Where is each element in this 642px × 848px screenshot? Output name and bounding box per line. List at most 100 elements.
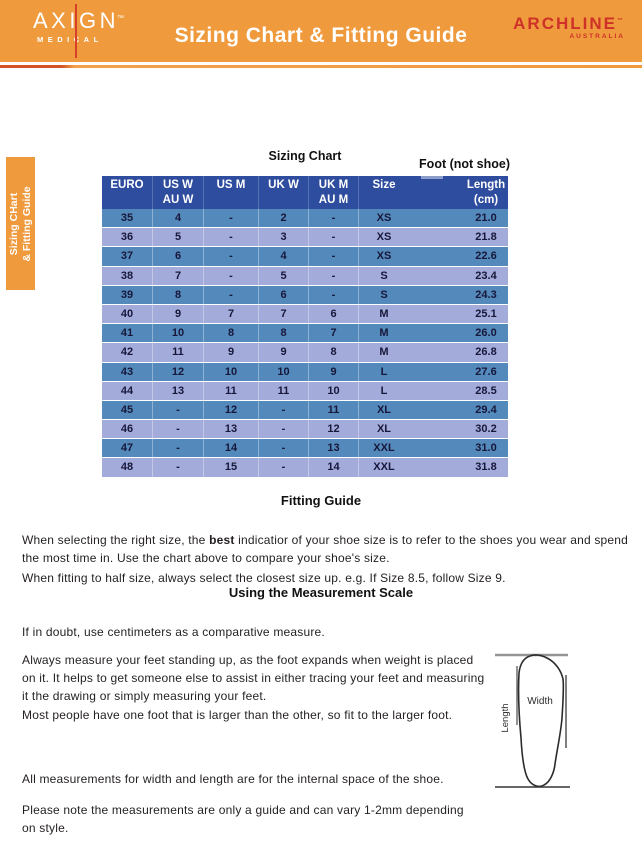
axign-trademark: ™ [116, 15, 128, 22]
paragraph-bold-text: best [209, 533, 235, 547]
table-cell: - [309, 285, 359, 304]
table-row: 37 6-4- XS 22.6 [102, 247, 508, 267]
table-spacer-cell [409, 286, 464, 304]
table-spacer-cell [409, 305, 464, 323]
table-cell: 4 [259, 247, 309, 266]
archline-logo-text: ARCHLINE [513, 14, 617, 33]
table-cell: 8 [259, 324, 309, 343]
table-cell: - [259, 458, 309, 477]
table-cell: 12 [153, 362, 204, 381]
foot-outline [517, 654, 565, 788]
table-cell: 35 [102, 209, 153, 228]
table-cell: - [204, 266, 259, 285]
archline-logo-name: ARCHLINE™ [513, 15, 625, 33]
table-cell: 4 [153, 209, 204, 228]
axign-logo-text: AXIGN [33, 8, 119, 33]
archline-trademark: ™ [617, 18, 625, 24]
fitting-guide-heading: Fitting Guide [280, 493, 362, 508]
table-cell: 13 [204, 420, 259, 439]
table-spacer-cell [409, 209, 464, 227]
table-row: 41 10 8 8 7 M 26.0 [102, 324, 508, 344]
table-cell: 38 [102, 266, 153, 285]
table-cell: 13 [153, 381, 204, 400]
table-cell: XL [376, 423, 392, 436]
table-spacer-cell [409, 228, 464, 246]
header-divider-line [0, 65, 642, 68]
table-cell: - [309, 247, 359, 266]
column-header-text: US M [216, 179, 246, 191]
table-cell: - [259, 400, 309, 420]
page-title: Sizing Chart & Fitting Guide [174, 24, 468, 47]
table-cell: 21.8 [475, 231, 497, 244]
column-header-text: UK M [318, 179, 349, 191]
table-cell: 6 [309, 304, 359, 324]
column-header-text: EURO [110, 179, 144, 191]
table-cell: 10 [153, 324, 204, 343]
table-cell: L [380, 365, 388, 378]
table-cell: 42 [102, 343, 153, 362]
table-spacer-cell [409, 420, 464, 438]
table-spacer-cell [409, 324, 464, 342]
sizing-table: EURO US W AU W US M UK W UK M AU M Size Le… [102, 176, 508, 478]
table-cell: 29.4 [475, 403, 497, 416]
table-cell: 40 [102, 304, 153, 324]
table-cell: 31.8 [475, 461, 497, 474]
axign-logo-line [75, 4, 77, 58]
table-row: 46-13-12 XL 30.2 [102, 420, 508, 440]
column-header-uk-m: UK M AU M [309, 176, 359, 209]
table-spacer-cell [409, 343, 464, 361]
table-cell: 3 [259, 228, 309, 247]
column-header-length: Length (cm) [464, 176, 508, 209]
table-row: 39 8-6- S 24.3 [102, 285, 508, 305]
measurement-paragraph-3: Most people have one foot that is larger… [22, 708, 453, 722]
column-header-us-m: US M [204, 176, 259, 209]
table-row: 44 13 11 11 10 L 28.5 [102, 381, 508, 401]
measurement-paragraph-4: All measurements for width and length ar… [22, 772, 444, 786]
table-cell: 23.4 [475, 269, 497, 282]
table-cell: 9 [309, 362, 359, 381]
fitting-guide-paragraph-1: When selecting the right size, the best … [22, 531, 630, 567]
table-cell: M [379, 307, 389, 320]
table-cell: 9 [259, 343, 309, 362]
table-cell: 6 [153, 247, 204, 266]
side-tab-label: Sizing CHart & Fitting Guide [8, 157, 34, 290]
table-cell: 5 [153, 228, 204, 247]
table-spacer-cell [409, 247, 464, 265]
table-cell: 48 [102, 458, 153, 477]
table-spacer-cell [409, 382, 464, 400]
table-cell: - [309, 209, 359, 228]
table-cell: 5 [259, 266, 309, 285]
table-cell: 10 [309, 381, 359, 400]
table-cell: 11 [153, 343, 204, 362]
table-cell: XS [376, 250, 392, 263]
table-cell: 7 [153, 266, 204, 285]
table-spacer-cell [409, 363, 464, 381]
table-cell: 10 [204, 362, 259, 381]
side-tab-line2: & Fitting Guide [20, 185, 33, 262]
table-row: 47-14-13 XXL 31.0 [102, 439, 508, 459]
table-cell: S [380, 269, 388, 282]
table-cell: 36 [102, 228, 153, 247]
column-header-text: Length [466, 179, 506, 191]
table-cell: 15 [204, 458, 259, 477]
table-cell: 26.0 [475, 327, 497, 340]
table-cell: 28.5 [475, 384, 497, 397]
table-cell: 30.2 [475, 423, 497, 436]
table-cell: 39 [102, 285, 153, 304]
table-row: 35 4-2- XS 21.0 [102, 209, 508, 229]
sizing-table-body: 35 4-2- XS 21.0 36 5-3- XS 21.8 37 6-4- XS 22.6 38 7-… [102, 209, 508, 478]
table-cell: 27.6 [475, 365, 497, 378]
table-cell: 24.3 [475, 288, 497, 301]
column-header-size: Size [359, 176, 409, 209]
table-cell: 41 [102, 324, 153, 343]
table-cell: 11 [259, 381, 309, 400]
table-cell: 11 [309, 400, 359, 420]
width-label: Width [527, 696, 553, 707]
table-cell: XS [376, 231, 392, 244]
table-cell: 13 [309, 439, 359, 458]
axign-logo-name: AXIGN™ [33, 9, 143, 33]
column-header-us-w: US W AU W [153, 176, 204, 209]
table-cell: - [153, 420, 204, 439]
foot-measurement-diagram: Width Length [495, 653, 570, 788]
table-cell: XXL [373, 442, 395, 455]
